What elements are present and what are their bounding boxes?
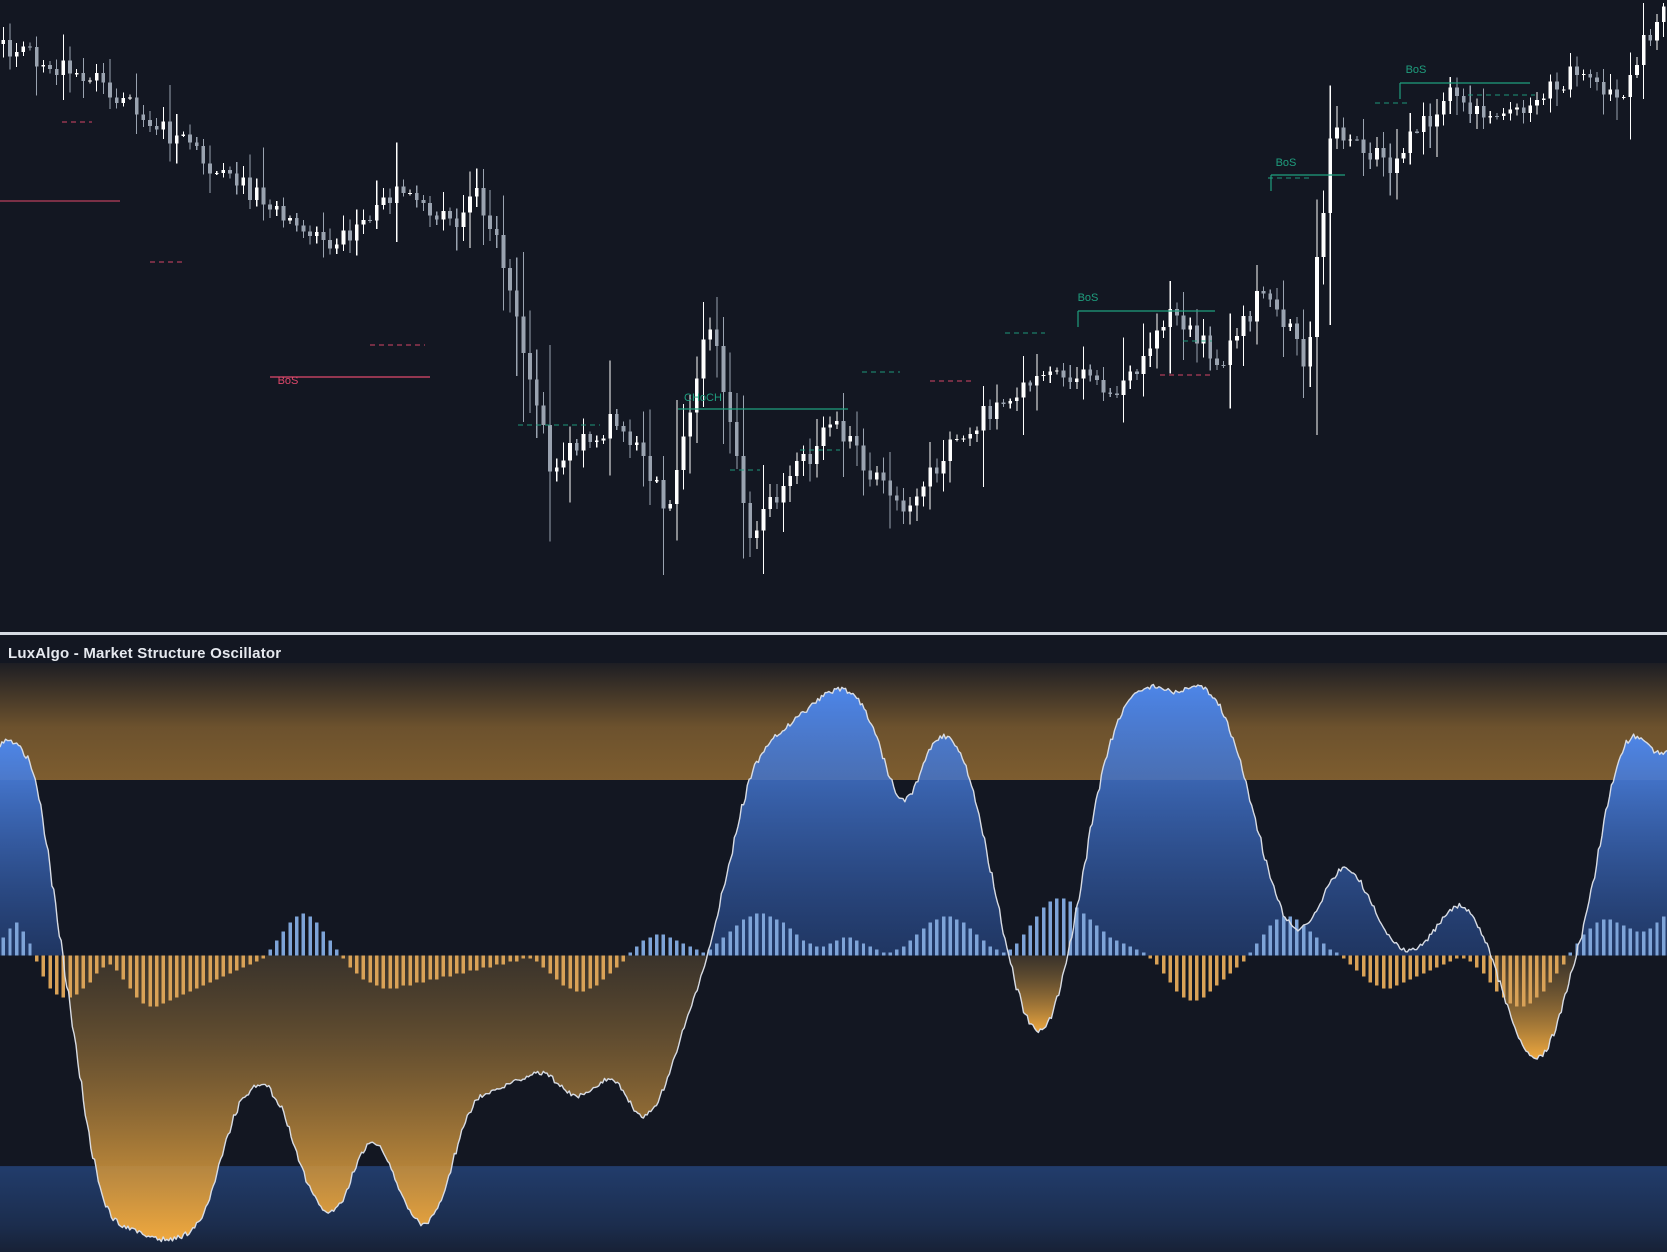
oscillator-title: LuxAlgo - Market Structure Oscillator bbox=[8, 645, 282, 662]
oscillator-svg[interactable] bbox=[0, 635, 1667, 1252]
oscillator-line bbox=[0, 683, 1667, 1243]
structure-label-bos-4: BoS bbox=[1406, 64, 1427, 76]
pane-divider[interactable] bbox=[0, 632, 1667, 635]
market-structure-overlay bbox=[0, 82, 1535, 471]
structure-label-group: BoS CHoCH BoS BoS BoS bbox=[278, 64, 1427, 404]
oscillator-histogram bbox=[1, 898, 1666, 1007]
structure-label-choch-1: CHoCH bbox=[684, 392, 722, 404]
candle-series bbox=[1, 3, 1666, 576]
structure-label-bos-0: BoS bbox=[278, 375, 299, 387]
structure-label-bos-2: BoS bbox=[1078, 292, 1099, 304]
price-candlestick-svg[interactable]: BoS CHoCH BoS BoS BoS bbox=[0, 0, 1667, 632]
structure-label-bos-3: BoS bbox=[1276, 157, 1297, 169]
oscillator-area-fill bbox=[0, 684, 1667, 1242]
oscillator-pane[interactable]: LuxAlgo - Market Structure Oscillator bbox=[0, 635, 1667, 1252]
price-chart-pane[interactable]: BoS CHoCH BoS BoS BoS bbox=[0, 0, 1667, 632]
